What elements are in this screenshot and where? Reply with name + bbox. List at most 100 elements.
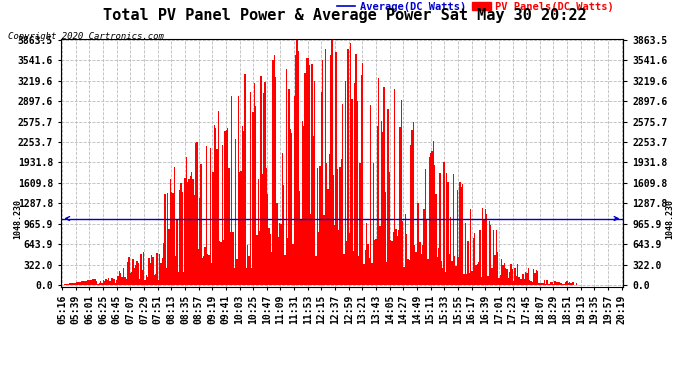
Bar: [446, 173, 447, 285]
Bar: [130, 273, 131, 285]
Bar: [411, 130, 413, 285]
Bar: [560, 284, 561, 285]
Bar: [500, 275, 501, 285]
Bar: [525, 272, 526, 285]
Bar: [322, 60, 323, 285]
Bar: [170, 179, 171, 285]
Bar: [283, 185, 284, 285]
Bar: [562, 284, 564, 285]
Bar: [254, 82, 255, 285]
Bar: [482, 208, 484, 285]
Bar: [266, 168, 267, 285]
Bar: [573, 282, 574, 285]
Bar: [259, 231, 260, 285]
Bar: [140, 254, 141, 285]
Bar: [203, 256, 204, 285]
Bar: [303, 126, 304, 285]
Bar: [370, 105, 371, 285]
Bar: [217, 111, 219, 285]
Bar: [108, 278, 110, 285]
Bar: [257, 234, 258, 285]
Bar: [157, 280, 159, 285]
Bar: [545, 284, 546, 285]
Text: 1048.230: 1048.230: [665, 198, 674, 238]
Bar: [237, 259, 238, 285]
Bar: [152, 256, 154, 285]
Bar: [290, 129, 291, 285]
Bar: [77, 282, 79, 285]
Bar: [391, 242, 393, 285]
Bar: [124, 277, 126, 285]
Bar: [213, 172, 214, 285]
Bar: [510, 264, 511, 285]
Bar: [160, 262, 161, 285]
Bar: [415, 252, 417, 285]
Bar: [363, 264, 364, 285]
Bar: [231, 96, 233, 285]
Bar: [324, 50, 326, 285]
Bar: [156, 254, 157, 285]
Bar: [435, 194, 437, 285]
Bar: [445, 272, 446, 285]
Bar: [71, 283, 72, 285]
Bar: [358, 256, 359, 285]
Bar: [184, 178, 186, 285]
Bar: [313, 136, 314, 285]
Bar: [544, 280, 545, 285]
Bar: [204, 247, 206, 285]
Bar: [135, 265, 136, 285]
Bar: [86, 280, 87, 285]
Bar: [490, 225, 491, 285]
Bar: [427, 259, 428, 285]
Bar: [454, 256, 455, 285]
Bar: [181, 192, 183, 285]
Bar: [413, 122, 414, 285]
Bar: [417, 203, 418, 285]
Bar: [300, 219, 302, 285]
Bar: [473, 238, 474, 285]
Bar: [501, 259, 502, 285]
Bar: [335, 53, 337, 285]
Bar: [208, 255, 210, 285]
Bar: [351, 99, 353, 285]
Bar: [201, 258, 203, 285]
Bar: [504, 263, 505, 285]
Bar: [306, 58, 307, 285]
Bar: [426, 219, 427, 285]
Bar: [190, 176, 191, 285]
Bar: [394, 88, 395, 285]
Bar: [315, 256, 317, 285]
Bar: [200, 164, 201, 285]
Bar: [568, 283, 569, 285]
Bar: [381, 121, 382, 285]
Bar: [247, 245, 248, 285]
Bar: [219, 241, 220, 285]
Bar: [397, 237, 398, 285]
Bar: [498, 278, 500, 285]
Bar: [317, 168, 318, 285]
Bar: [323, 215, 324, 285]
Bar: [244, 74, 246, 285]
Bar: [333, 176, 334, 285]
Bar: [425, 169, 426, 285]
Bar: [557, 282, 558, 285]
Bar: [96, 280, 97, 285]
Bar: [268, 228, 270, 285]
Bar: [373, 163, 374, 285]
Bar: [493, 230, 494, 285]
Bar: [246, 268, 247, 285]
Bar: [275, 77, 277, 285]
Bar: [131, 272, 132, 285]
Bar: [549, 284, 550, 285]
Bar: [357, 101, 358, 285]
Bar: [542, 284, 544, 285]
Bar: [538, 284, 540, 285]
Bar: [188, 179, 190, 285]
Bar: [461, 188, 462, 285]
Bar: [179, 190, 180, 285]
Bar: [121, 277, 123, 285]
Bar: [327, 189, 328, 285]
Bar: [354, 83, 355, 285]
Bar: [390, 240, 391, 285]
Bar: [177, 272, 179, 285]
